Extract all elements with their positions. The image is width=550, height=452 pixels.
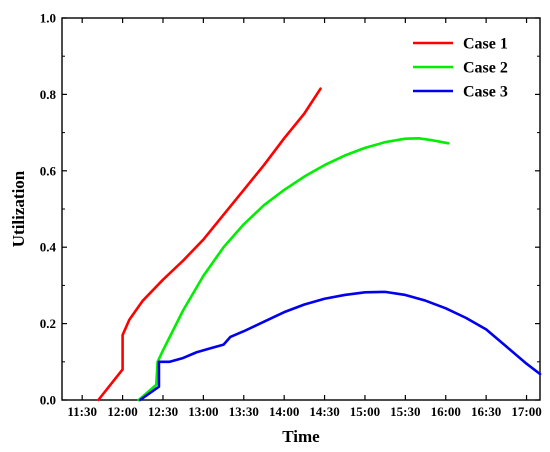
x-tick-label: 16:00	[431, 404, 461, 419]
y-tick-label: 0.6	[40, 163, 57, 178]
y-tick-label: 0.2	[40, 316, 56, 331]
axes: 0.0 0.2 0.4 0.6 0.8 1.0 11:30 12:00 12:30 13:00 13…	[40, 11, 542, 420]
x-tick-label: 16:30	[471, 404, 501, 419]
legend-label: Case 2	[463, 60, 508, 77]
y-tick-label: 1.0	[40, 11, 56, 26]
x-tick-label: 15:00	[350, 404, 380, 419]
y-tick-label: 0.0	[40, 393, 56, 408]
x-tick-label: 17:00	[511, 404, 541, 419]
series-group	[97, 87, 542, 402]
series-line-case-1	[97, 87, 322, 402]
y-tick-label: 0.8	[40, 87, 57, 102]
series-line-case-3	[138, 290, 542, 402]
legend: Case 1 Case 2 Case 3	[413, 36, 508, 101]
y-axis-title: Utilization	[9, 170, 28, 247]
x-tick-label: 13:30	[229, 404, 259, 419]
legend-label: Case 3	[463, 84, 508, 101]
series-line-case-2	[137, 137, 450, 402]
x-tick-label: 11:30	[67, 404, 97, 419]
x-tick-label: 12:30	[148, 404, 178, 419]
x-tick-label: 15:30	[390, 404, 420, 419]
x-tick-label: 12:00	[107, 404, 137, 419]
y-tick-label: 0.4	[40, 240, 57, 255]
legend-label: Case 1	[463, 36, 508, 53]
x-axis-title: Time	[282, 427, 320, 446]
x-tick-label: 14:00	[269, 404, 299, 419]
x-tick-label: 14:30	[309, 404, 339, 419]
x-tick-label: 13:00	[188, 404, 218, 419]
